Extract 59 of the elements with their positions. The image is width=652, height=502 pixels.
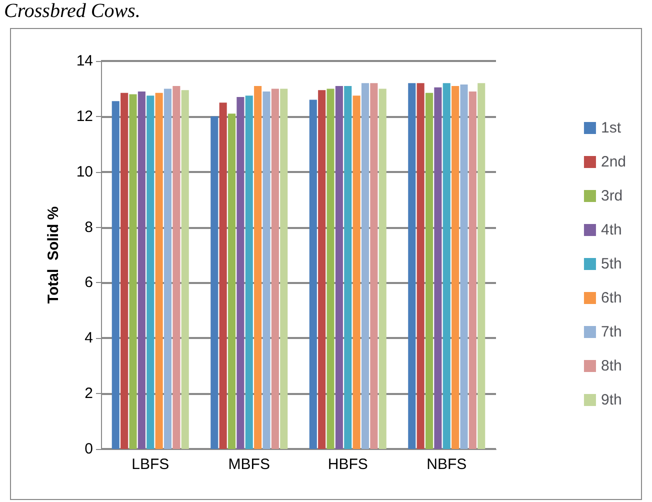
bar: [326, 88, 334, 449]
bar: [112, 101, 120, 449]
x-tick-label: NBFS: [426, 456, 467, 473]
bar: [219, 102, 227, 449]
legend-label: 1st: [600, 120, 622, 136]
bar: [210, 116, 218, 449]
legend-label: 2nd: [600, 154, 626, 170]
legend-label: 8th: [600, 358, 622, 374]
y-tick-label: 6: [84, 274, 93, 292]
legend-label: 7th: [600, 324, 622, 340]
bar: [236, 97, 244, 449]
bar: [120, 92, 128, 449]
bar: [370, 83, 378, 449]
y-tick-label: 8: [84, 218, 93, 236]
chart-title: Crossbred Cows.: [4, 0, 140, 23]
y-axis-title: Total Solid %: [45, 206, 62, 304]
bar: [408, 83, 416, 449]
bar: [228, 114, 236, 449]
bar: [254, 86, 262, 449]
bar: [172, 86, 180, 449]
bar: [129, 94, 137, 449]
y-tick-label: 0: [84, 440, 93, 458]
bar: [416, 83, 424, 449]
bar: [138, 91, 146, 449]
legend-label: 9th: [600, 392, 622, 408]
bar: [442, 83, 450, 449]
legend-label: 5th: [600, 256, 622, 272]
bar: [262, 91, 270, 449]
y-tick-label: 14: [76, 52, 93, 70]
bar: [344, 86, 352, 449]
bar: [245, 96, 253, 449]
x-tick-label: HBFS: [328, 456, 368, 473]
bar: [478, 83, 486, 449]
bar: [361, 83, 370, 449]
bar: [318, 90, 326, 449]
y-tick-label: 2: [84, 385, 93, 402]
legend-label: 4th: [600, 222, 622, 238]
bar: [146, 96, 154, 449]
bar: [280, 88, 288, 449]
bar: [155, 92, 163, 449]
bar: [425, 92, 434, 449]
bar: [352, 96, 360, 449]
x-tick-label: MBFS: [228, 456, 270, 473]
bar: [335, 86, 343, 449]
y-tick-label: 10: [76, 163, 93, 180]
legend-label: 3rd: [600, 188, 623, 204]
bar: [309, 100, 317, 449]
bar: [164, 88, 172, 449]
y-tick-label: 4: [84, 330, 93, 347]
bar: [434, 87, 442, 449]
bar: [460, 84, 468, 449]
y-tick-label: 12: [76, 108, 93, 125]
bar: [468, 91, 476, 449]
bar: [452, 86, 460, 449]
bar: [181, 90, 189, 449]
x-tick-label: LBFS: [132, 456, 170, 473]
legend-label: 6th: [600, 290, 622, 306]
bar: [378, 88, 386, 449]
bar: [271, 88, 279, 449]
